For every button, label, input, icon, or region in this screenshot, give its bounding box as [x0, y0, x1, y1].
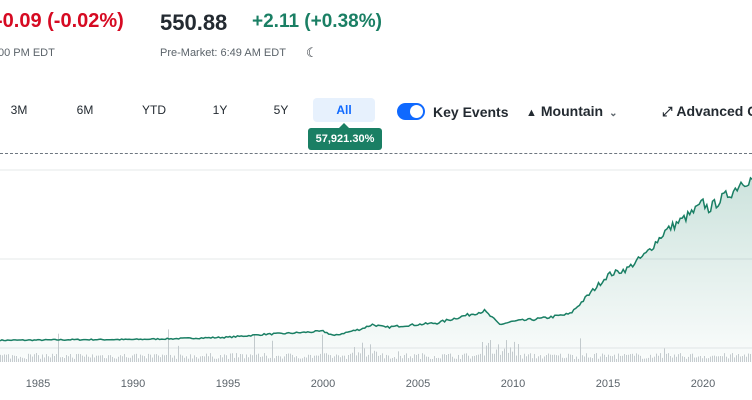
x-tick-label: 1995 — [216, 378, 240, 390]
key-events-toggle[interactable] — [397, 103, 425, 120]
x-tick-label: 1990 — [121, 378, 145, 390]
x-tick-label: 2005 — [406, 378, 430, 390]
price-line — [0, 176, 752, 342]
x-tick-label: 2010 — [501, 378, 525, 390]
chart-type-button[interactable]: ▲ Mountain ⌄ — [526, 103, 618, 119]
x-axis: 1985 1990 1995 2000 2005 2010 2015 2020 — [26, 378, 715, 390]
range-tab-all[interactable]: All — [313, 98, 375, 122]
range-tab-5y[interactable]: 5Y — [273, 103, 289, 117]
range-tab-6m[interactable]: 6M — [76, 103, 94, 117]
close-time: 00 PM EDT — [0, 47, 55, 59]
x-tick-label: 1985 — [26, 378, 50, 390]
premarket-time: Pre-Market: 6:49 AM EDT — [160, 47, 286, 59]
toggle-knob — [410, 105, 423, 118]
expand-icon: ⤢ — [662, 104, 673, 119]
moon-icon: ☾ — [306, 45, 318, 60]
performance-badge: 57,921.30% — [308, 123, 382, 150]
chart-type-label: Mountain — [540, 103, 604, 119]
advanced-chart-button[interactable]: ⤢ Advanced C — [662, 103, 752, 120]
advanced-chart-label: Advanced C — [676, 103, 752, 119]
key-events-label: Key Events — [433, 104, 509, 120]
x-tick-label: 2020 — [691, 378, 715, 390]
premarket-change: +2.11 (+0.38%) — [252, 11, 382, 32]
regular-change: -0.09 (-0.02%) — [0, 10, 124, 32]
range-tab-ytd[interactable]: YTD — [142, 103, 166, 117]
chevron-down-icon: ⌄ — [609, 108, 618, 119]
price-area — [0, 177, 752, 362]
range-tab-3m[interactable]: 3M — [10, 103, 28, 117]
range-tab-1y[interactable]: 1Y — [212, 103, 228, 117]
x-tick-label: 2000 — [311, 378, 335, 390]
reference-line — [0, 153, 752, 154]
x-tick-label: 2015 — [596, 378, 620, 390]
premarket-price: 550.88 — [160, 10, 228, 35]
price-chart[interactable]: 1985 1990 1995 2000 2005 2010 2015 2020 — [0, 166, 752, 400]
mountain-icon: ▲ — [526, 107, 537, 119]
